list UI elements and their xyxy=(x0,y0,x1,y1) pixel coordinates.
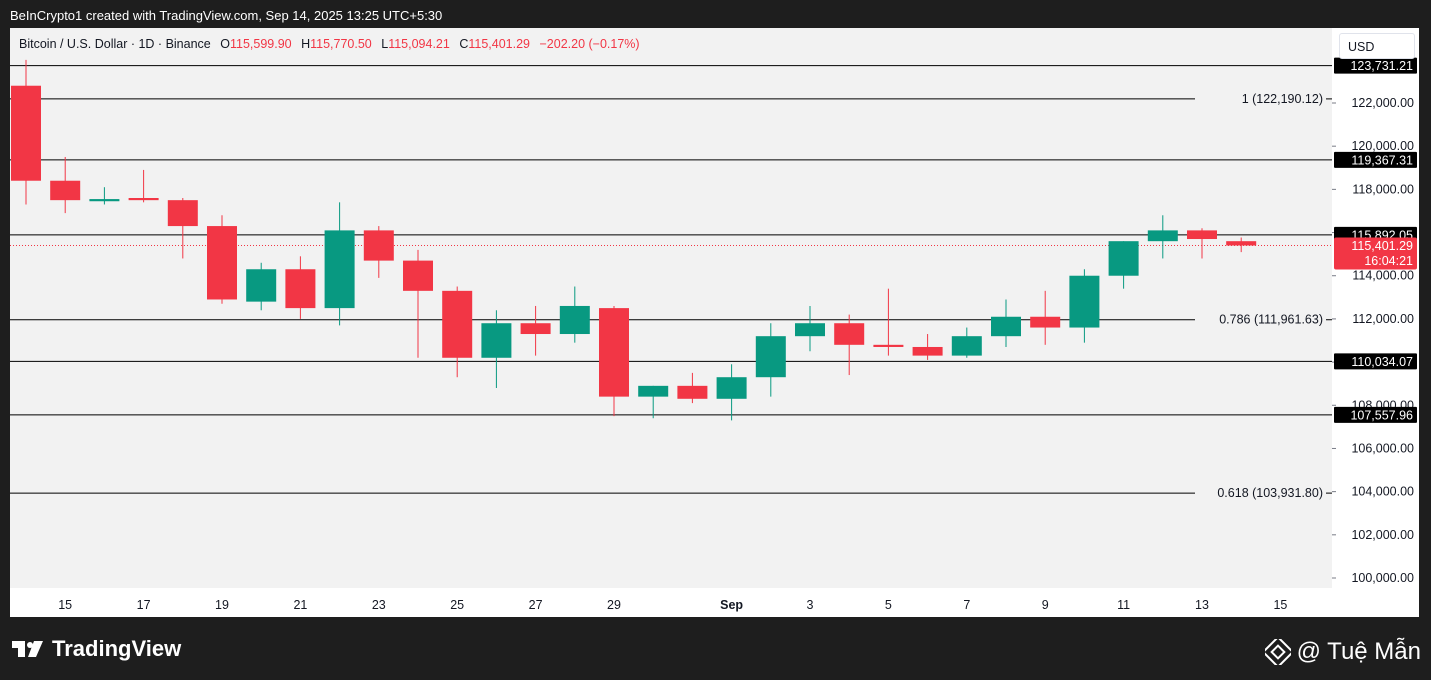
candle-body xyxy=(951,336,982,356)
countdown-text: 16:04:21 xyxy=(1364,254,1413,268)
candle-body xyxy=(128,198,159,201)
low-value: 115,094.21 xyxy=(388,37,450,51)
tradingview-logo-icon xyxy=(12,641,43,657)
candle-body xyxy=(638,385,669,397)
x-tick-label: 15 xyxy=(58,598,72,612)
candle-body xyxy=(520,323,551,335)
chart-legend: Bitcoin / U.S. Dollar · 1D · Binance O11… xyxy=(19,37,640,51)
tradingview-logo-text: TradingView xyxy=(52,636,182,661)
candle-body xyxy=(207,226,237,300)
fib-level-label: 0.618 (103,931.80) xyxy=(1217,486,1323,500)
open-value: 115,599.90 xyxy=(229,37,292,51)
candle-body xyxy=(285,269,316,309)
x-tick-label: 3 xyxy=(807,598,814,612)
y-tick-label: 100,000.00 xyxy=(1351,571,1414,585)
candle-body xyxy=(677,385,708,399)
level-price-tag-text: 110,034.07 xyxy=(1351,355,1413,369)
y-tick-label: 114,000.00 xyxy=(1352,269,1414,283)
author-name: @ Tuệ Mẫn xyxy=(1296,638,1421,665)
close-value: 115,401.29 xyxy=(468,37,530,51)
last-price-tag xyxy=(1334,237,1417,270)
candle-body xyxy=(1069,275,1100,328)
fib-level-label: 1 (122,190.12) xyxy=(1242,92,1323,106)
close-label: C xyxy=(459,37,469,51)
candle-body xyxy=(11,85,41,181)
author-brand: @ Tuệ Mẫn xyxy=(1264,638,1421,666)
candle-body xyxy=(246,269,277,302)
low-label: L xyxy=(381,37,389,51)
x-tick-label: 21 xyxy=(293,598,307,612)
high-value: 115,770.50 xyxy=(310,37,372,51)
candle-body xyxy=(324,230,355,309)
level-price-tag-text: 123,731.21 xyxy=(1350,59,1413,73)
y-tick-label: 102,000.00 xyxy=(1351,528,1414,542)
candle-body xyxy=(991,316,1021,337)
tradingview-logo[interactable]: TradingView xyxy=(12,636,181,662)
open-label: O xyxy=(220,37,230,51)
candle-body xyxy=(1147,230,1178,242)
y-tick-label: 106,000.00 xyxy=(1351,441,1414,455)
candle-body xyxy=(442,290,473,358)
candle-body xyxy=(403,260,433,291)
fib-level-label: 0.786 (111,961.63) xyxy=(1219,313,1323,327)
x-tick-label: 9 xyxy=(1042,598,1049,612)
candlestick-chart[interactable]: 100,000.00 102,000.00 104,000.00 106,000.00… xyxy=(10,28,1419,617)
x-tick-label: 29 xyxy=(607,598,621,612)
level-price-tag xyxy=(1334,151,1417,168)
x-tick-label: 19 xyxy=(215,598,229,612)
candle-body xyxy=(1030,316,1061,328)
candle-body xyxy=(795,323,825,337)
candle-body xyxy=(89,199,120,202)
x-tick-label: 17 xyxy=(137,598,151,612)
candle-body xyxy=(167,200,198,227)
level-price-tag-text: 119,367.31 xyxy=(1351,153,1413,167)
candle-body xyxy=(834,323,865,345)
x-tick-label: 5 xyxy=(885,598,892,612)
level-price-tag xyxy=(1334,406,1417,423)
binance-diamond-icon xyxy=(1264,639,1291,665)
candle-body xyxy=(716,377,747,399)
candle-body xyxy=(363,230,394,261)
y-tick-label: 112,000.00 xyxy=(1352,312,1414,326)
high-label: H xyxy=(301,37,311,51)
candle-body xyxy=(1187,230,1217,240)
x-tick-label: 27 xyxy=(529,598,543,612)
candle-body xyxy=(599,308,629,397)
candle-body xyxy=(481,323,512,358)
y-tick-label: 120,000.00 xyxy=(1351,139,1414,153)
x-tick-label: Sep xyxy=(720,598,743,612)
x-tick-label: 23 xyxy=(372,598,386,612)
candle-body xyxy=(912,346,943,356)
change-value: −202.20 (−0.17%) xyxy=(539,37,640,51)
price-axis-area xyxy=(1332,28,1419,617)
x-tick-label: 25 xyxy=(450,598,464,612)
y-tick-label: 122,000.00 xyxy=(1351,96,1414,110)
chart-panel[interactable]: 100,000.00 102,000.00 104,000.00 106,000.00… xyxy=(10,28,1419,617)
candle-body xyxy=(50,180,81,201)
x-tick-label: 15 xyxy=(1273,598,1287,612)
last-price-tag-text: 115,401.29 xyxy=(1351,239,1413,253)
candle-body xyxy=(1226,241,1257,246)
time-axis-area xyxy=(10,588,1332,617)
candle-body xyxy=(559,305,590,335)
x-tick-label: 13 xyxy=(1195,598,1209,612)
symbol-title[interactable]: Bitcoin / U.S. Dollar · 1D · Binance xyxy=(19,37,211,51)
level-price-tag xyxy=(1334,57,1417,74)
candle-body xyxy=(1108,241,1139,276)
candle-body xyxy=(873,344,904,347)
plot-area xyxy=(10,28,1332,588)
attribution-text: BeInCrypto1 created with TradingView.com… xyxy=(10,8,443,23)
level-price-tag-text: 107,557.96 xyxy=(1350,408,1413,422)
currency-selector[interactable]: USD xyxy=(1339,33,1415,59)
y-tick-label: 118,000.00 xyxy=(1352,182,1414,196)
level-price-tag xyxy=(1334,353,1417,370)
y-tick-label: 104,000.00 xyxy=(1351,485,1414,499)
x-tick-label: 11 xyxy=(1117,598,1130,612)
candle-body xyxy=(755,336,786,378)
x-tick-label: 7 xyxy=(963,598,970,612)
